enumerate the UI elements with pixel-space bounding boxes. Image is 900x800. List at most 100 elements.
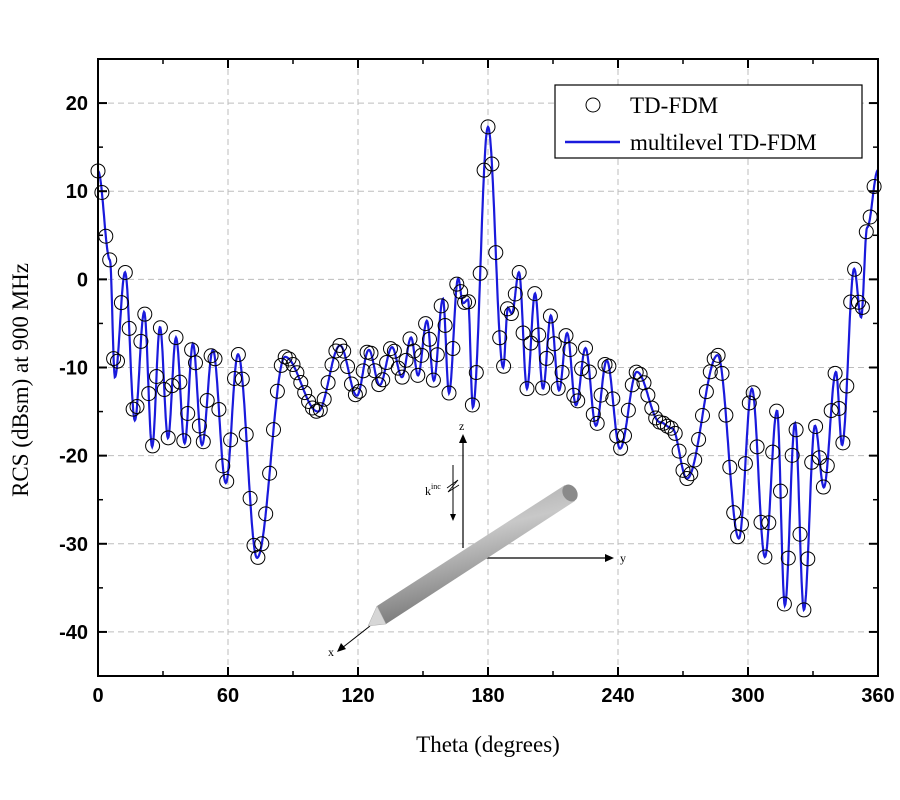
td-fdm-point [472,265,488,281]
td-fdm-point [223,432,239,448]
inset-x-axis [341,625,371,649]
td-fdm-point [390,360,406,376]
td-fdm-point [815,479,831,495]
td-fdm-point [121,320,137,336]
series-td-fdm [90,119,882,618]
inset-z-arrow-icon [459,434,467,443]
td-fdm-point [215,458,231,474]
td-fdm-point [149,368,164,384]
td-fdm-point [160,430,176,446]
td-fdm-point [429,347,445,363]
td-fdm-point [691,432,707,448]
x-tick-label: 0 [92,685,103,707]
td-fdm-point [784,447,800,463]
td-fdm-point [780,550,796,566]
td-fdm-point [792,526,808,542]
td-fdm-point [542,308,558,324]
td-fdm-point [749,439,765,455]
td-fdm-point [745,385,761,401]
td-fdm-point [453,284,469,300]
td-fdm-point [234,371,250,387]
td-fdm-point [698,384,714,400]
td-fdm-point [246,537,262,553]
td-fdm-point [761,515,777,531]
td-fdm-point [269,383,285,399]
td-fdm-point [737,456,753,472]
incident-wave-arrow-icon [450,514,456,521]
td-fdm-point [152,320,168,336]
td-fdm-point [675,462,691,478]
td-fdm-point [188,355,203,371]
td-fdm-point [776,596,792,612]
td-fdm-point [293,375,309,391]
td-fdm-point [402,331,418,347]
td-fdm-point [581,364,597,380]
td-fdm-point [550,380,566,396]
td-fdm-point [289,365,305,381]
td-fdm-point [172,374,188,390]
td-fdm-point [332,337,348,353]
td-fdm-point [511,265,527,281]
td-fdm-point [839,378,855,394]
td-fdm-point [496,358,512,374]
td-fdm-point [266,422,281,438]
td-fdm-point [605,391,621,407]
td-fdm-point [687,452,703,468]
td-fdm-point [858,224,874,240]
td-fdm-point [422,331,437,347]
legend-label-multilevel: multilevel TD-FDM [630,130,817,155]
td-fdm-point [773,483,788,499]
td-fdm-point [507,286,523,302]
td-fdm-point [726,505,742,521]
td-fdm-point [710,347,726,363]
td-fdm-point [480,119,496,135]
td-fdm-point [741,395,757,411]
axis-ticks: 0 60 120 180 240 300 360 20 10 0 -10 -20 -30 -40 [59,58,895,707]
td-fdm-point [854,299,870,315]
td-fdm-point [578,340,593,356]
td-fdm-point [570,393,586,409]
td-fdm-point [230,347,246,363]
td-fdm-point [207,351,223,367]
td-fdm-point [425,372,441,388]
y-tick-label: -40 [59,622,88,644]
td-fdm-point [539,350,554,366]
legend: TD-FDM multilevel TD-FDM [554,84,863,159]
td-fdm-point [324,357,340,373]
td-fdm-point [145,438,161,454]
y-tick-label: 0 [77,269,88,291]
td-fdm-point [258,506,274,522]
td-fdm-point [593,387,609,403]
td-fdm-point [523,335,539,351]
x-tick-label: 120 [341,685,374,707]
td-fdm-point [94,184,110,200]
y-tick-label: -30 [59,534,88,556]
td-fdm-point [445,341,461,357]
td-fdm-point [601,358,617,374]
td-fdm-point [363,345,379,361]
td-fdm-point [823,403,839,419]
td-fdm-point [414,347,430,363]
td-fdm-point [164,378,180,394]
td-fdm-point [375,372,391,388]
inset-cylinder-diagram: z y x kinc [328,419,626,659]
polarization-icon [446,479,460,493]
td-fdm-point [254,536,270,552]
td-fdm-point [617,428,632,444]
td-fdm-point [827,365,843,381]
td-fdm-point [714,365,730,381]
td-fdm-point [468,365,484,381]
td-fdm-point [500,301,515,317]
td-fdm-point [336,343,352,359]
td-fdm-point [558,328,574,344]
td-fdm-point [227,371,242,387]
td-fdm-point [769,403,785,419]
td-fdm-point [328,343,344,359]
td-fdm-point [211,401,227,417]
inset-y-label: y [620,551,626,565]
td-fdm-point [273,357,289,373]
td-fdm-point [706,351,722,367]
inset-x-arrow-icon [337,643,346,652]
td-fdm-point [531,327,547,343]
td-fdm-point [663,420,679,436]
